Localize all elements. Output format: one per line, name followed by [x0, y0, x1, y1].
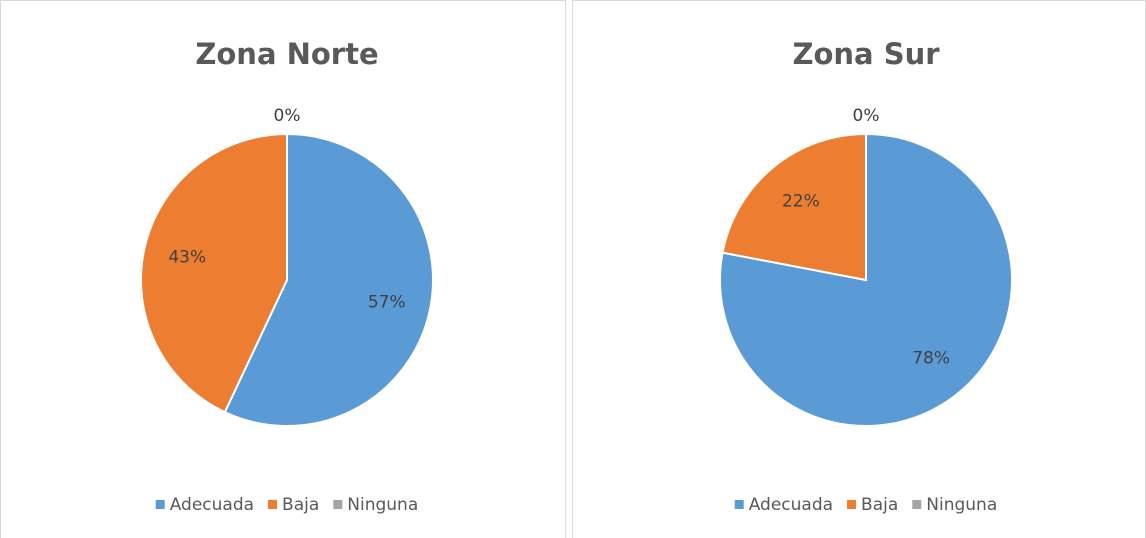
data-label: 0% — [853, 106, 880, 126]
legend-marker — [847, 500, 857, 509]
legend-label: Baja — [861, 495, 898, 515]
legend-label: Adecuada — [749, 495, 833, 515]
legend-marker — [155, 500, 165, 509]
pie-slice — [223, 132, 434, 427]
chart-title: Zona Norte — [195, 37, 378, 71]
chart-title: Zona Sur — [792, 37, 940, 71]
panel — [0, 0, 566, 538]
data-label: 22% — [782, 191, 820, 211]
pie-slice — [721, 132, 867, 282]
legend-marker — [734, 500, 744, 509]
legend-label: Adecuada — [170, 495, 254, 515]
legend-marker — [333, 500, 343, 509]
legend-label: Ninguna — [347, 495, 418, 515]
pie-slice — [140, 132, 288, 414]
legend-marker — [912, 500, 922, 509]
data-label: 57% — [368, 292, 406, 312]
legend-label: Baja — [282, 495, 319, 515]
legend-marker — [268, 500, 278, 509]
data-label: 43% — [168, 248, 206, 268]
legend-label: Ninguna — [926, 495, 997, 515]
data-label: 78% — [912, 349, 950, 369]
data-label: 0% — [274, 106, 301, 126]
